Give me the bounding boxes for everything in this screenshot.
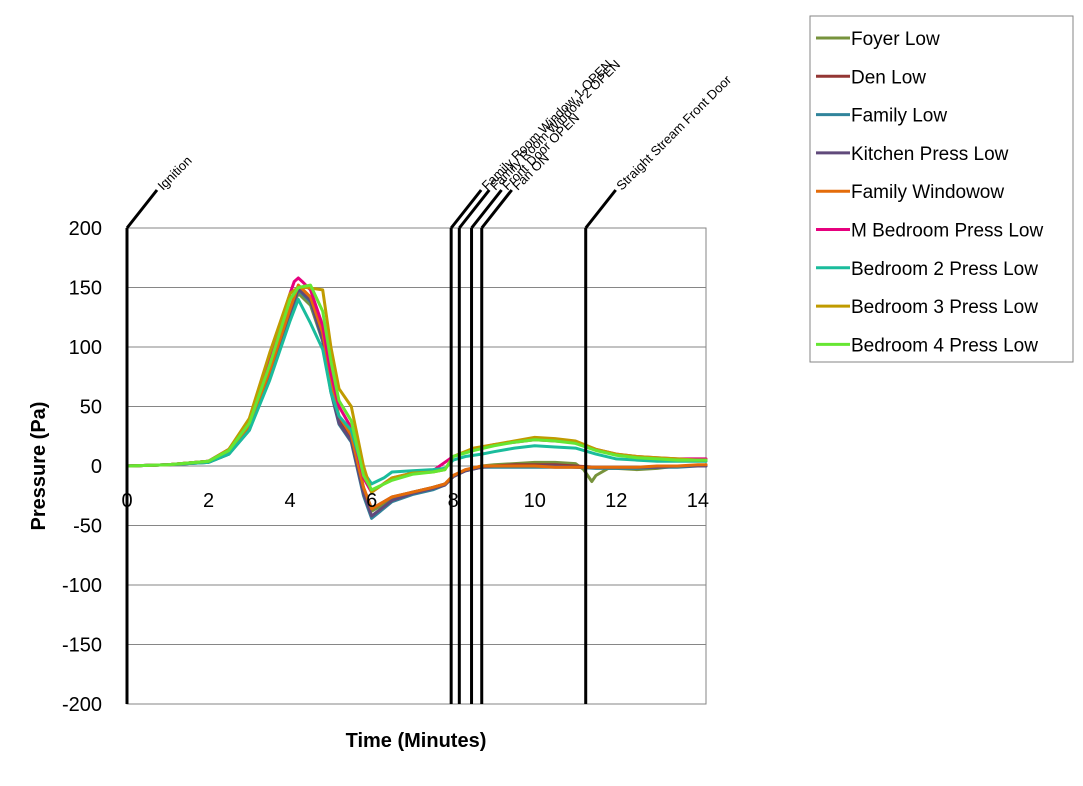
x-tick-label: 6: [366, 490, 377, 512]
event-leader: [458, 189, 491, 229]
legend-label: Bedroom 3 Press Low: [851, 297, 1038, 318]
series-line-2: [125, 288, 708, 520]
series-line-1: [125, 286, 708, 511]
legend-box: [809, 15, 1074, 363]
x-axis-ticks: 0 2 4 6 8 10 12 14: [121, 490, 709, 512]
legend-label: Kitchen Press Low: [851, 144, 1009, 165]
y-tick-label: -50: [73, 516, 102, 538]
y-tick-label: -100: [62, 575, 102, 597]
legend-label: Den Low: [851, 67, 926, 88]
event-leader: [480, 189, 513, 229]
legend-label: Bedroom 4 Press Low: [851, 335, 1038, 356]
legend-label: Family Low: [851, 106, 947, 127]
series-line-8: [125, 283, 708, 492]
series-lines: [125, 276, 708, 520]
x-axis-title: Time (Minutes): [346, 730, 487, 752]
event-leader: [470, 189, 503, 229]
legend-label: Bedroom 2 Press Low: [851, 259, 1038, 280]
y-tick-label: 150: [69, 278, 102, 300]
y-tick-label: 50: [80, 397, 102, 419]
legend: Foyer Low Den Low Family Low Kitchen Press …: [809, 15, 1074, 363]
event-markers: Ignition Family Room Window 1 OPENFamily …: [125, 57, 735, 704]
event-label: Straight Stream Front Door: [613, 72, 734, 193]
y-tick-label: -200: [62, 694, 102, 716]
event-leader: [584, 189, 617, 229]
legend-label: M Bedroom Press Low: [851, 221, 1043, 242]
event-leader: [125, 189, 159, 229]
legend-label: Family Windowow: [851, 182, 1004, 203]
event-leader: [449, 189, 483, 229]
x-tick-label: 12: [605, 490, 627, 512]
event-label: Ignition: [155, 153, 195, 193]
series-line-0: [125, 291, 708, 513]
legend-label: Foyer Low: [851, 29, 940, 50]
x-tick-label: 0: [121, 490, 132, 512]
y-axis-ticks: 200 150 100 50 0 -50 -100 -150 -200: [62, 218, 102, 716]
y-axis-title: Pressure (Pa): [28, 402, 50, 531]
x-tick-label: 4: [285, 490, 296, 512]
y-tick-label: 100: [69, 337, 102, 359]
y-tick-label: 0: [91, 456, 102, 478]
x-tick-label: 10: [524, 490, 546, 512]
series-line-6: [125, 297, 708, 486]
event-label: Family Room Window 2 OPEN: [487, 57, 623, 193]
x-tick-label: 2: [203, 490, 214, 512]
y-tick-label: 200: [69, 218, 102, 240]
series-line-3: [125, 287, 708, 518]
x-tick-label: 8: [448, 490, 459, 512]
x-tick-label: 14: [687, 490, 709, 512]
series-line-4: [125, 283, 708, 511]
y-tick-label: -150: [62, 635, 102, 657]
